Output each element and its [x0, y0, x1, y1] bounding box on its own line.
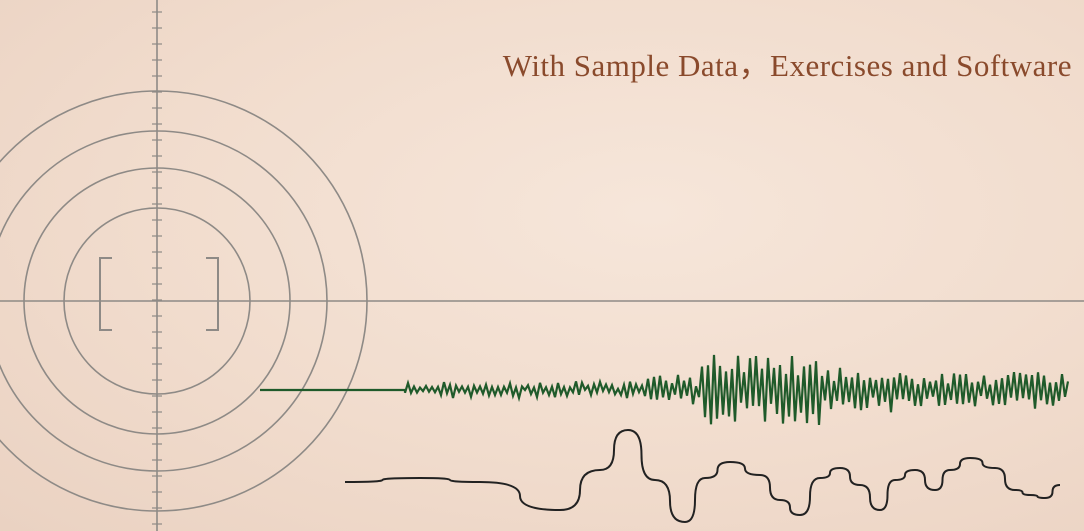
seismogram-trace: [260, 355, 1068, 425]
waveform-trace: [345, 430, 1060, 522]
book-cover: With Sample Data，Exercises and Software: [0, 0, 1084, 531]
subtitle: With Sample Data，Exercises and Software: [503, 40, 1072, 85]
